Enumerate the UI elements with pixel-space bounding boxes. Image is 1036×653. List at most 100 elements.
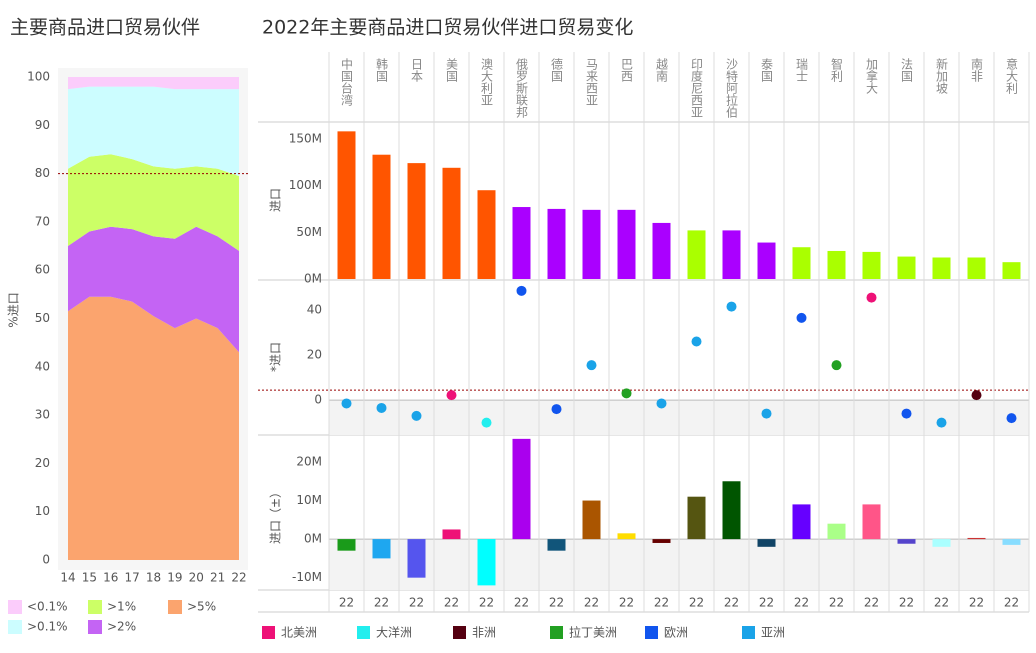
dot [656, 398, 667, 409]
y-tick-label: 20 [35, 456, 50, 470]
bar [617, 533, 636, 540]
dot [971, 390, 982, 401]
bar [547, 539, 566, 551]
x-tick-label: 22 [654, 596, 669, 610]
dot [691, 336, 702, 347]
bar [932, 257, 951, 279]
legend-swatch [88, 620, 102, 634]
x-tick-label: 15 [82, 571, 97, 585]
x-tick-label: 22 [1004, 596, 1019, 610]
x-tick-label: 22 [549, 596, 564, 610]
x-tick-label: 22 [689, 596, 704, 610]
bar [337, 131, 356, 279]
x-tick-label: 22 [514, 596, 529, 610]
y-tick-label: 80 [35, 166, 50, 180]
bar [827, 523, 846, 540]
x-tick-label: 22 [374, 596, 389, 610]
legend-label: <0.1% [27, 600, 68, 614]
legend-label: 北美洲 [281, 626, 317, 640]
partner-header: 韩国 [375, 57, 389, 82]
bar [477, 190, 496, 279]
bar [757, 539, 776, 547]
y-tick-label: 30 [35, 408, 50, 422]
legend-label: >1% [107, 600, 136, 614]
bar [652, 539, 671, 543]
dot [726, 301, 737, 312]
partner-header: 智利 [830, 57, 844, 82]
y-tick-label: 150M [289, 131, 322, 145]
legend-label: >2% [107, 620, 136, 634]
x-tick-label: 22 [409, 596, 424, 610]
y-tick-label: -10M [292, 570, 322, 584]
y-axis-title: *进口 [269, 342, 283, 372]
y-tick-label: 70 [35, 214, 50, 228]
bar [337, 539, 356, 551]
y-tick-label: 100M [289, 178, 322, 192]
legend-label: 非洲 [472, 626, 496, 640]
bar [477, 539, 496, 586]
partner-header: 印度尼西亚 [690, 58, 704, 118]
x-tick-label: 21 [210, 571, 225, 585]
bar [687, 496, 706, 540]
y-tick-label: 10 [35, 504, 50, 518]
bar [757, 242, 776, 279]
legend-swatch [453, 626, 466, 639]
bar [617, 209, 636, 279]
dot [796, 312, 807, 323]
y-tick-label: 0 [42, 553, 50, 567]
y-tick-label: 0M [304, 272, 322, 286]
partner-header: 新加坡 [935, 57, 949, 94]
partner-header: 日本 [410, 58, 424, 83]
partner-header: 法国 [900, 58, 914, 82]
partner-header: 巴西 [620, 58, 634, 82]
legend-swatch [742, 626, 755, 639]
y-tick-label: 0M [304, 532, 322, 546]
bar [687, 230, 706, 279]
legend-label: >0.1% [27, 620, 68, 634]
bar [862, 504, 881, 540]
bar [722, 481, 741, 540]
dot [341, 398, 352, 409]
y-tick-label: 40 [35, 359, 50, 373]
y-axis-title: %进口 [7, 292, 21, 327]
area [68, 86, 239, 177]
x-tick-label: 22 [619, 596, 634, 610]
dot [516, 285, 527, 296]
legend-label: >5% [187, 600, 216, 614]
partner-header: 俄罗斯联邦 [515, 58, 529, 118]
x-tick-label: 16 [103, 571, 118, 585]
bar [652, 222, 671, 279]
legend-swatch [168, 600, 182, 614]
bar [372, 154, 391, 279]
x-tick-label: 19 [167, 571, 182, 585]
area [68, 226, 239, 353]
dot [831, 360, 842, 371]
x-tick-label: 22 [794, 596, 809, 610]
x-tick-label: 22 [864, 596, 879, 610]
y-tick-label: 40 [307, 302, 322, 316]
x-tick-label: 22 [899, 596, 914, 610]
bar [1002, 262, 1021, 279]
x-tick-label: 22 [339, 596, 354, 610]
bar [932, 539, 951, 547]
x-tick-label: 22 [444, 596, 459, 610]
bar [897, 256, 916, 279]
legend-swatch [262, 626, 275, 639]
dot [936, 417, 947, 428]
dot [901, 408, 912, 419]
bar [407, 539, 426, 578]
partner-header: 马来西亚 [585, 58, 599, 106]
bar [407, 163, 426, 279]
dot [761, 408, 772, 419]
legend-label: 大洋洲 [376, 625, 412, 640]
dot [551, 404, 562, 415]
dot [481, 417, 492, 428]
bar [512, 207, 531, 279]
x-tick-label: 22 [829, 596, 844, 610]
partner-header: 中国台湾 [340, 57, 354, 107]
y-tick-label: 100 [27, 70, 50, 84]
legend-swatch [8, 600, 22, 614]
partner-header: 沙特阿拉伯 [725, 58, 739, 118]
y-tick-label: 50M [296, 225, 322, 239]
